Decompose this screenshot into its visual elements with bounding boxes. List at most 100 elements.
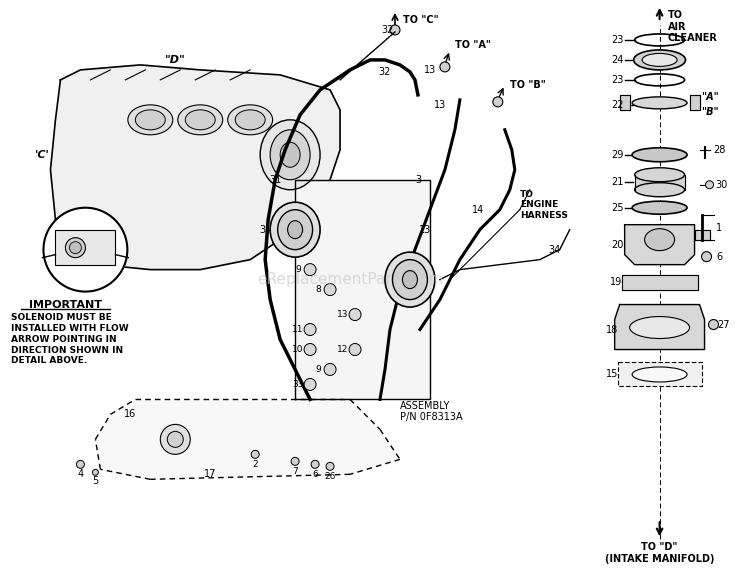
- Text: DETAIL ABOVE.: DETAIL ABOVE.: [10, 356, 87, 365]
- Ellipse shape: [278, 210, 313, 250]
- Text: 13: 13: [419, 225, 431, 235]
- Text: 4: 4: [77, 469, 83, 479]
- Ellipse shape: [270, 130, 310, 180]
- Text: IMPORTANT: IMPORTANT: [29, 300, 102, 310]
- Circle shape: [291, 457, 299, 465]
- Text: 10: 10: [292, 345, 304, 354]
- Text: 32: 32: [382, 25, 394, 35]
- Ellipse shape: [185, 110, 215, 130]
- Polygon shape: [625, 225, 694, 264]
- Ellipse shape: [632, 201, 687, 214]
- Polygon shape: [634, 175, 685, 190]
- Ellipse shape: [634, 168, 685, 182]
- Text: 23: 23: [611, 75, 624, 85]
- Circle shape: [167, 431, 183, 447]
- Text: P/N 0F8313A: P/N 0F8313A: [400, 413, 463, 422]
- Text: 20: 20: [611, 239, 624, 250]
- Text: 2: 2: [252, 460, 258, 469]
- Polygon shape: [620, 95, 630, 110]
- Ellipse shape: [403, 271, 418, 288]
- Text: 30: 30: [716, 180, 728, 190]
- Text: "A": "A": [701, 92, 719, 102]
- Text: TO "B": TO "B": [510, 80, 545, 90]
- Text: 3: 3: [259, 225, 266, 235]
- Text: "B": "B": [701, 107, 719, 117]
- Ellipse shape: [128, 105, 172, 135]
- Ellipse shape: [385, 252, 435, 307]
- Text: 6: 6: [312, 470, 318, 479]
- Circle shape: [324, 284, 336, 296]
- Text: ARROW POINTING IN: ARROW POINTING IN: [10, 335, 116, 344]
- Circle shape: [251, 450, 260, 458]
- Text: TO
ENGINE
HARNESS: TO ENGINE HARNESS: [520, 190, 568, 219]
- Polygon shape: [618, 363, 701, 386]
- Text: TO "D"
(INTAKE MANIFOLD): TO "D" (INTAKE MANIFOLD): [604, 542, 714, 564]
- Circle shape: [304, 324, 316, 336]
- Text: 8: 8: [315, 285, 321, 294]
- Circle shape: [349, 308, 361, 320]
- Text: 19: 19: [610, 276, 622, 287]
- Text: 9: 9: [315, 365, 321, 374]
- Text: 1: 1: [716, 223, 722, 233]
- Ellipse shape: [65, 238, 86, 258]
- Text: 22: 22: [611, 100, 624, 110]
- Text: eReplacementParts.com: eReplacementParts.com: [256, 272, 443, 287]
- Circle shape: [304, 344, 316, 356]
- Text: 24: 24: [611, 55, 624, 65]
- Text: SOLENOID MUST BE: SOLENOID MUST BE: [10, 312, 111, 321]
- Circle shape: [311, 461, 319, 469]
- Text: 25: 25: [611, 203, 624, 213]
- Text: 31: 31: [269, 175, 281, 185]
- Text: 5: 5: [92, 477, 98, 486]
- Text: 13: 13: [433, 100, 446, 110]
- Text: 17: 17: [204, 469, 217, 479]
- Text: TO
AIR
CLEANER: TO AIR CLEANER: [668, 10, 718, 43]
- Ellipse shape: [236, 110, 266, 130]
- Text: 11: 11: [292, 325, 304, 334]
- Polygon shape: [295, 180, 430, 400]
- Text: TO "A": TO "A": [455, 40, 490, 50]
- Ellipse shape: [634, 50, 686, 70]
- Text: 6: 6: [716, 251, 722, 262]
- Text: 15: 15: [605, 369, 618, 380]
- Circle shape: [701, 251, 712, 262]
- Text: 14: 14: [472, 205, 484, 215]
- Circle shape: [324, 364, 336, 376]
- Text: TO "C": TO "C": [403, 15, 439, 25]
- Text: 32: 32: [379, 67, 392, 77]
- Text: 9: 9: [296, 265, 301, 274]
- Circle shape: [160, 425, 190, 454]
- Circle shape: [44, 207, 128, 292]
- Text: DIRECTION SHOWN IN: DIRECTION SHOWN IN: [10, 345, 123, 355]
- Polygon shape: [95, 400, 400, 479]
- Ellipse shape: [178, 105, 223, 135]
- Ellipse shape: [632, 97, 687, 109]
- Ellipse shape: [642, 54, 677, 67]
- Text: "D": "D": [165, 55, 186, 65]
- Text: 34: 34: [548, 245, 561, 255]
- Text: 'C': 'C': [35, 150, 50, 160]
- Ellipse shape: [135, 110, 165, 130]
- Polygon shape: [622, 275, 698, 290]
- Circle shape: [304, 263, 316, 276]
- Text: 13: 13: [424, 65, 436, 75]
- Ellipse shape: [632, 367, 687, 382]
- Ellipse shape: [287, 221, 302, 239]
- Ellipse shape: [634, 183, 685, 197]
- Text: 13: 13: [338, 310, 349, 319]
- Ellipse shape: [270, 202, 320, 257]
- Circle shape: [92, 469, 98, 475]
- Ellipse shape: [228, 105, 273, 135]
- Ellipse shape: [630, 316, 689, 339]
- Circle shape: [493, 97, 502, 107]
- Circle shape: [440, 62, 450, 72]
- Text: 18: 18: [605, 324, 618, 335]
- Ellipse shape: [644, 229, 674, 251]
- Polygon shape: [50, 65, 340, 270]
- Ellipse shape: [260, 120, 320, 190]
- Polygon shape: [694, 230, 709, 239]
- Text: ASSEMBLY: ASSEMBLY: [400, 401, 450, 412]
- Circle shape: [304, 378, 316, 390]
- Circle shape: [349, 344, 361, 356]
- Polygon shape: [689, 95, 700, 110]
